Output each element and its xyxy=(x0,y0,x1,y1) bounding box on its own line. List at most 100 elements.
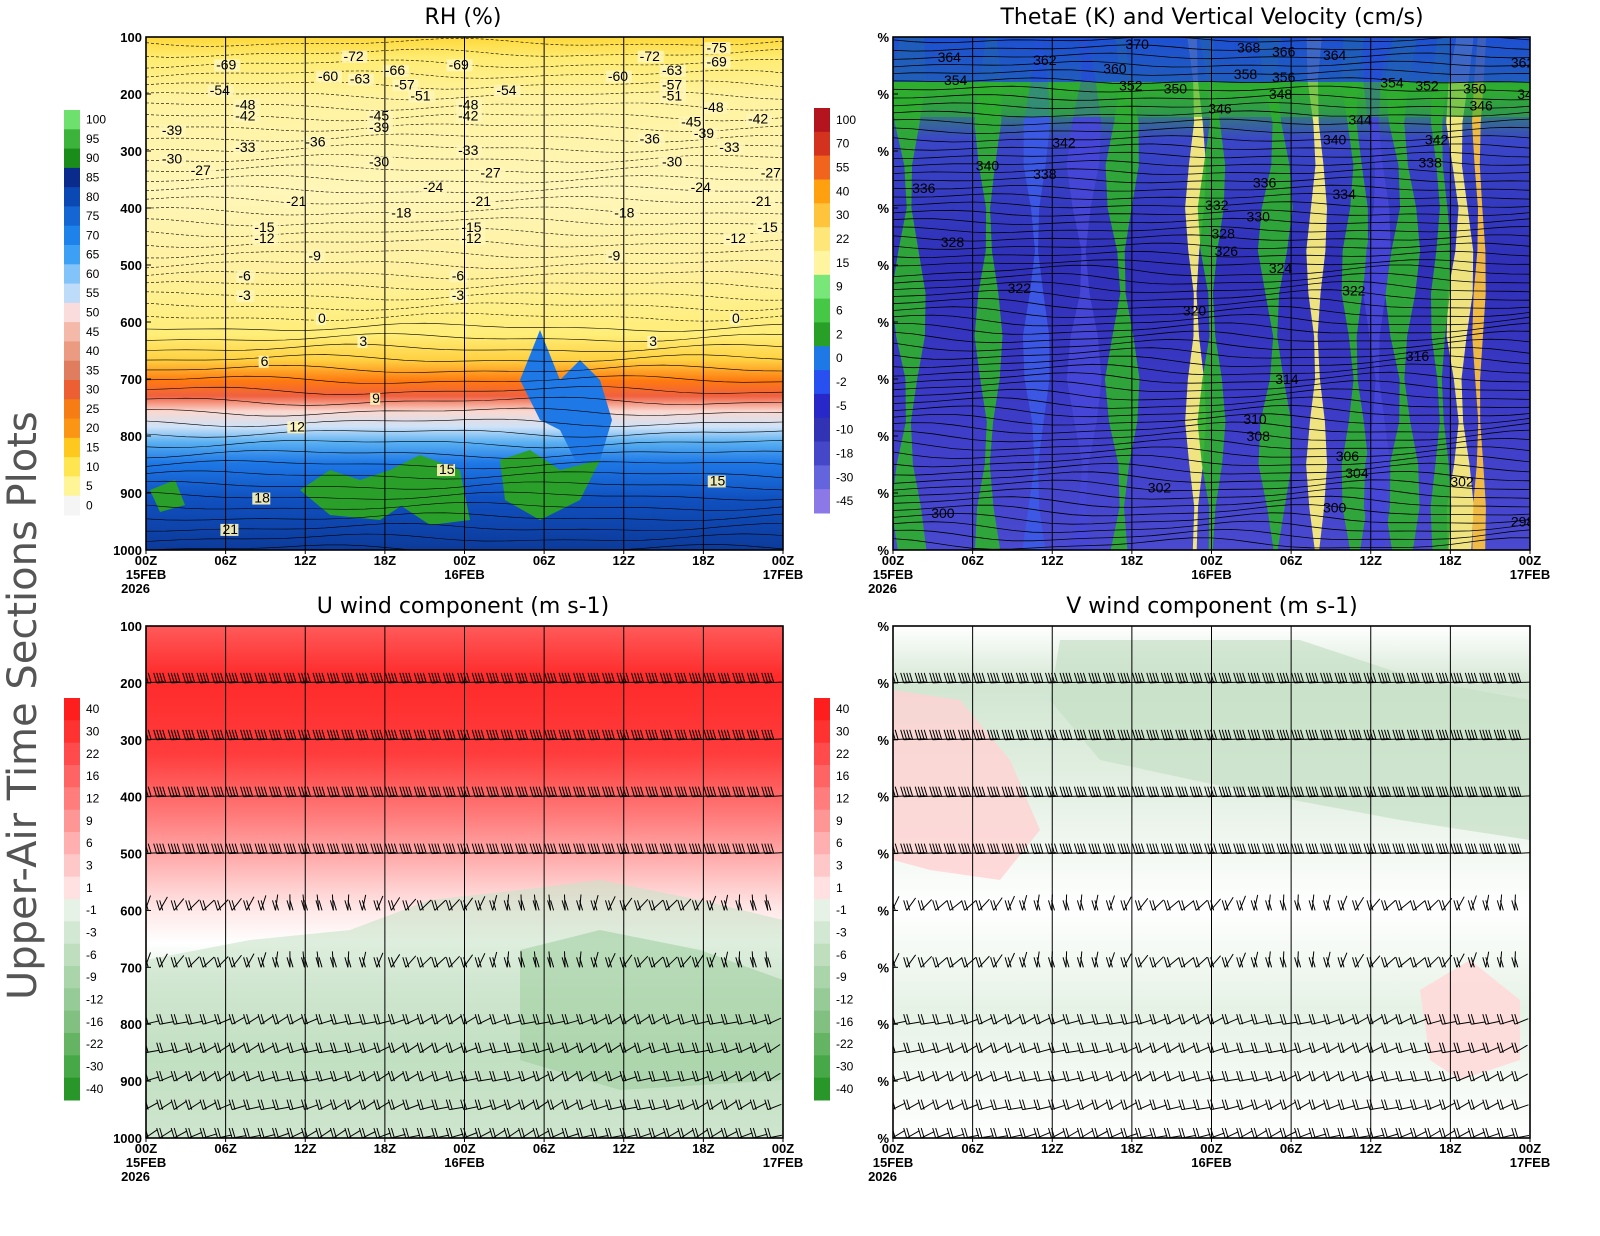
wind-barb-staff xyxy=(489,852,512,855)
wind-barb-staff xyxy=(330,795,353,798)
figure-side-label: Upper-Air Time Sections Plots xyxy=(0,411,46,1000)
wind-barb-flag xyxy=(1398,1014,1403,1025)
wind-barb-flag xyxy=(159,957,164,968)
wind-barb-flag xyxy=(199,786,204,797)
wind-barb-staff xyxy=(721,852,744,855)
wind-barb-flag xyxy=(318,672,323,684)
wind-barb-flag xyxy=(329,957,334,968)
wind-barb-flag xyxy=(275,729,279,740)
wind-barb-flag xyxy=(665,900,670,911)
colorbar-swatch xyxy=(64,457,80,477)
wind-barb-flag xyxy=(214,1070,219,1082)
wind-barb-flag xyxy=(764,729,769,740)
wind-barb-flag xyxy=(1430,626,1431,627)
wind-barb-flag xyxy=(1253,729,1258,740)
wind-barb-flag xyxy=(920,900,925,911)
v-northerly-region xyxy=(1050,640,1530,840)
wind-barb-staff xyxy=(1294,738,1317,741)
wind-barb-flag xyxy=(642,626,644,627)
wind-barb-flag xyxy=(1314,786,1319,797)
wind-barb-staff xyxy=(258,795,281,798)
wind-barb-staff xyxy=(1019,738,1042,741)
wind-barb-flag xyxy=(964,626,965,627)
x-tick-year: 2026 xyxy=(868,1169,897,1184)
wind-barb-flag xyxy=(920,1127,925,1138)
wind-barb-flag xyxy=(466,786,471,797)
wind-barb-flag xyxy=(1039,672,1044,684)
y-tick-label: 400 xyxy=(120,201,142,216)
contour-label-bg xyxy=(605,250,624,263)
wind-barb-flag xyxy=(1276,786,1281,797)
wind-barb-flag xyxy=(761,672,766,684)
wind-barb-flag xyxy=(1424,729,1429,740)
wind-barb-flag xyxy=(188,1099,193,1110)
wind-barb-staff xyxy=(694,897,705,911)
wind-barb-staff xyxy=(146,795,165,798)
wind-barb-flag xyxy=(173,672,178,684)
wind-barb-flag xyxy=(619,1127,624,1138)
wind-barb-flag xyxy=(691,1070,696,1082)
wind-barb-flag xyxy=(509,843,514,854)
colorbar-swatch xyxy=(814,943,830,967)
wind-barb-flag xyxy=(1470,1014,1475,1025)
wind-barb-flag xyxy=(1007,1070,1012,1082)
wind-barb-flag xyxy=(509,786,514,797)
wind-barb-staff xyxy=(431,795,454,798)
wind-barb-staff xyxy=(706,795,729,798)
wind-barb-flag xyxy=(767,1127,772,1138)
wind-barb-flag xyxy=(1169,672,1174,684)
wind-barb-flag xyxy=(619,626,620,627)
wind-barb-flag xyxy=(720,1042,725,1053)
contour-label-bg xyxy=(701,102,728,115)
contour-label-bg xyxy=(459,233,486,246)
wind-barb-flag xyxy=(1358,786,1362,797)
wind-barb-staff xyxy=(272,795,295,798)
wind-barb-flag xyxy=(1163,672,1168,684)
rh-moist-plume xyxy=(520,330,612,470)
wind-barb-flag xyxy=(159,843,164,854)
temperature-contour-label: -12 xyxy=(726,230,746,246)
wind-barb-flag xyxy=(1493,786,1498,797)
wind-barb-staff xyxy=(344,681,367,684)
wind-barb-flag xyxy=(272,957,276,968)
wind-barb-flag xyxy=(515,786,520,797)
wind-barb-flag xyxy=(1140,672,1145,684)
wind-barb-flag xyxy=(188,672,193,684)
wind-barb-staff xyxy=(576,681,599,684)
wind-barb-flag xyxy=(1349,843,1353,854)
wind-barb-flag xyxy=(240,729,245,740)
wind-barb-flag xyxy=(1120,729,1125,740)
wind-barb-flag xyxy=(967,672,972,684)
y-tick-label: % xyxy=(877,201,889,216)
wind-barb-flag xyxy=(1384,1014,1388,1025)
wind-barb-flag xyxy=(1282,1127,1287,1138)
wind-barb-staff xyxy=(1340,895,1348,911)
wind-barb-flag xyxy=(1337,957,1342,968)
wind-barb-flag xyxy=(1453,626,1454,627)
wind-barb-flag xyxy=(1033,672,1038,684)
wind-barb-flag xyxy=(943,786,948,797)
wind-barb-flag xyxy=(720,626,722,627)
wind-barb-flag xyxy=(1453,1014,1458,1025)
wind-barb-flag xyxy=(975,626,977,627)
wind-barb-flag xyxy=(1166,729,1171,740)
wind-barb-flag xyxy=(593,1014,598,1025)
wind-barb-flag xyxy=(1482,626,1483,627)
wind-barb-flag xyxy=(550,786,555,797)
wind-barb-staff xyxy=(1355,896,1365,911)
wind-barb-flag xyxy=(170,1014,175,1025)
wind-barb-flag xyxy=(142,1100,145,1110)
wind-barb-flag xyxy=(387,843,392,854)
wind-barb-flag xyxy=(307,786,311,797)
temperature-contour-label: -21 xyxy=(751,193,771,209)
wind-barb-flag xyxy=(741,729,746,740)
wind-barb-staff xyxy=(1164,681,1187,684)
wind-barb-flag xyxy=(1160,786,1165,797)
wind-barb-flag xyxy=(1149,1014,1154,1025)
wind-barb-flag xyxy=(332,1042,337,1053)
wind-barb-flag xyxy=(1355,900,1359,911)
temperature-contour-label: -3 xyxy=(238,287,251,303)
wind-barb-flag xyxy=(596,672,601,684)
wind-barb-flag xyxy=(752,672,757,684)
colorbar-label: 25 xyxy=(86,402,100,416)
